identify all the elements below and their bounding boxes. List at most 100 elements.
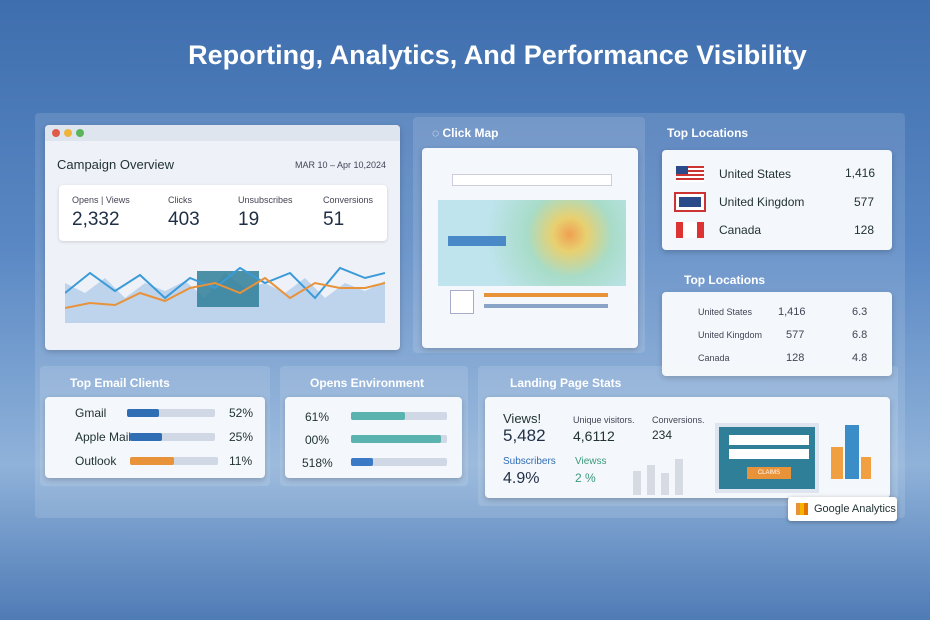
top-locations-card: United States 1,416 United Kingdom 577 C… [662, 150, 892, 250]
date-range: MAR 10 – Apr 10,2024 [295, 160, 387, 170]
placeholder [484, 293, 608, 297]
mini-bar [845, 425, 859, 479]
stat-label: Viewss [575, 456, 607, 467]
panel-title: Top Locations [684, 273, 766, 287]
country: United States [698, 307, 753, 317]
mini-bar [831, 447, 843, 479]
bar-track [130, 457, 218, 465]
landing-preview: CLAIMS [715, 423, 819, 493]
bar-track [351, 412, 447, 420]
country: United Kingdom [698, 330, 763, 340]
top-locations-detail-card: United States 1,416 6.3 United Kingdom 5… [662, 292, 892, 376]
change: 4.8 [852, 352, 868, 364]
line [65, 276, 385, 309]
stat-label: Conversions. [652, 415, 705, 425]
stat-value: 4.9% [503, 470, 540, 487]
percent: 518% [302, 456, 333, 470]
cta-button[interactable]: CLAIMS [747, 467, 791, 479]
landing-card: Views! 5,482 Unique visitors. 4,6112 Con… [485, 397, 890, 498]
bar-track [130, 433, 215, 441]
panel-title: Top Email Clients [70, 376, 170, 390]
bar-fill [351, 435, 441, 443]
client-percent: 25% [229, 430, 254, 444]
click-map-card [422, 148, 638, 348]
input [729, 435, 809, 445]
bar-track [351, 458, 447, 466]
country: United States [719, 167, 792, 181]
count: 128 [854, 223, 875, 237]
dot [76, 129, 84, 137]
client-percent: 11% [229, 454, 253, 468]
panel-title: Opens Environment [310, 376, 425, 390]
stat-label: Views! [503, 411, 542, 426]
metric-label: Unsubscribes [238, 195, 293, 205]
mini-bar [861, 457, 871, 479]
count: 1,416 [778, 306, 806, 318]
client-percent: 52% [229, 406, 254, 420]
flag-uk [674, 192, 706, 212]
flag-ca [676, 222, 704, 238]
metric-value: 2,332 [72, 209, 120, 230]
client-name: Gmail [75, 406, 107, 420]
card-title: Campaign Overview [57, 157, 175, 172]
metric-value: 51 [323, 209, 345, 230]
dot [52, 129, 60, 137]
metric-value: 403 [168, 209, 200, 230]
bar-fill [130, 433, 162, 441]
bar-fill [351, 458, 373, 466]
dot [64, 129, 72, 137]
page-title: Reporting, Analytics, And Performance Vi… [188, 40, 807, 70]
browser-bar [45, 125, 400, 141]
placeholder [448, 236, 506, 246]
panel-title: ◌ Click Map [432, 126, 499, 140]
stat-label: Subscribers [503, 456, 556, 467]
ga-logo [796, 503, 808, 515]
count: 577 [854, 195, 875, 209]
panel-title-text: Click Map [442, 126, 499, 140]
campaign-overview-card: Campaign Overview MAR 10 – Apr 10,2024 O… [45, 125, 400, 350]
mini-bar [633, 471, 641, 495]
change: 6.8 [852, 329, 868, 341]
country: United Kingdom [719, 195, 805, 209]
flag-us [676, 166, 704, 182]
metric-label: Clicks [168, 195, 192, 205]
stat-value: 4,6112 [573, 428, 615, 444]
percent: 61% [305, 410, 330, 424]
input [729, 449, 809, 459]
badge-text: Google Analytics [814, 503, 896, 515]
url-bar [452, 174, 612, 186]
count: 1,416 [845, 166, 876, 180]
change: 6.3 [852, 306, 868, 318]
metrics-box [59, 185, 387, 241]
placeholder [484, 304, 608, 308]
bar-fill [127, 409, 159, 417]
client-name: Outlook [75, 454, 117, 468]
line [65, 266, 385, 300]
count: 577 [786, 329, 805, 341]
bar-fill [130, 457, 174, 465]
country: Canada [698, 353, 730, 363]
bar-track [351, 435, 447, 443]
stat-value: 2 % [575, 471, 596, 485]
percent: 00% [305, 433, 330, 447]
stat-value: 5,482 [503, 426, 546, 445]
country: Canada [719, 223, 762, 237]
trend-chart [65, 266, 385, 323]
metric-label: Opens | Views [72, 195, 130, 205]
mini-bar [647, 465, 655, 495]
count: 128 [786, 352, 805, 364]
stat-label: Unique visitors. [573, 415, 635, 425]
bar-track [127, 409, 215, 417]
opens-card: 61% 00% 518% [285, 397, 462, 478]
mini-bar [675, 459, 683, 495]
ga-badge: Google Analytics [788, 497, 897, 521]
panel-title: Top Locations [667, 126, 749, 140]
mini-bar [661, 473, 669, 495]
metric-value: 19 [238, 209, 260, 230]
client-name: Apple Mail [75, 430, 132, 444]
metric-label: Conversions [323, 195, 374, 205]
flag-canton [676, 166, 688, 174]
panel-title: Landing Page Stats [510, 376, 622, 390]
stat-value: 234 [652, 428, 673, 442]
